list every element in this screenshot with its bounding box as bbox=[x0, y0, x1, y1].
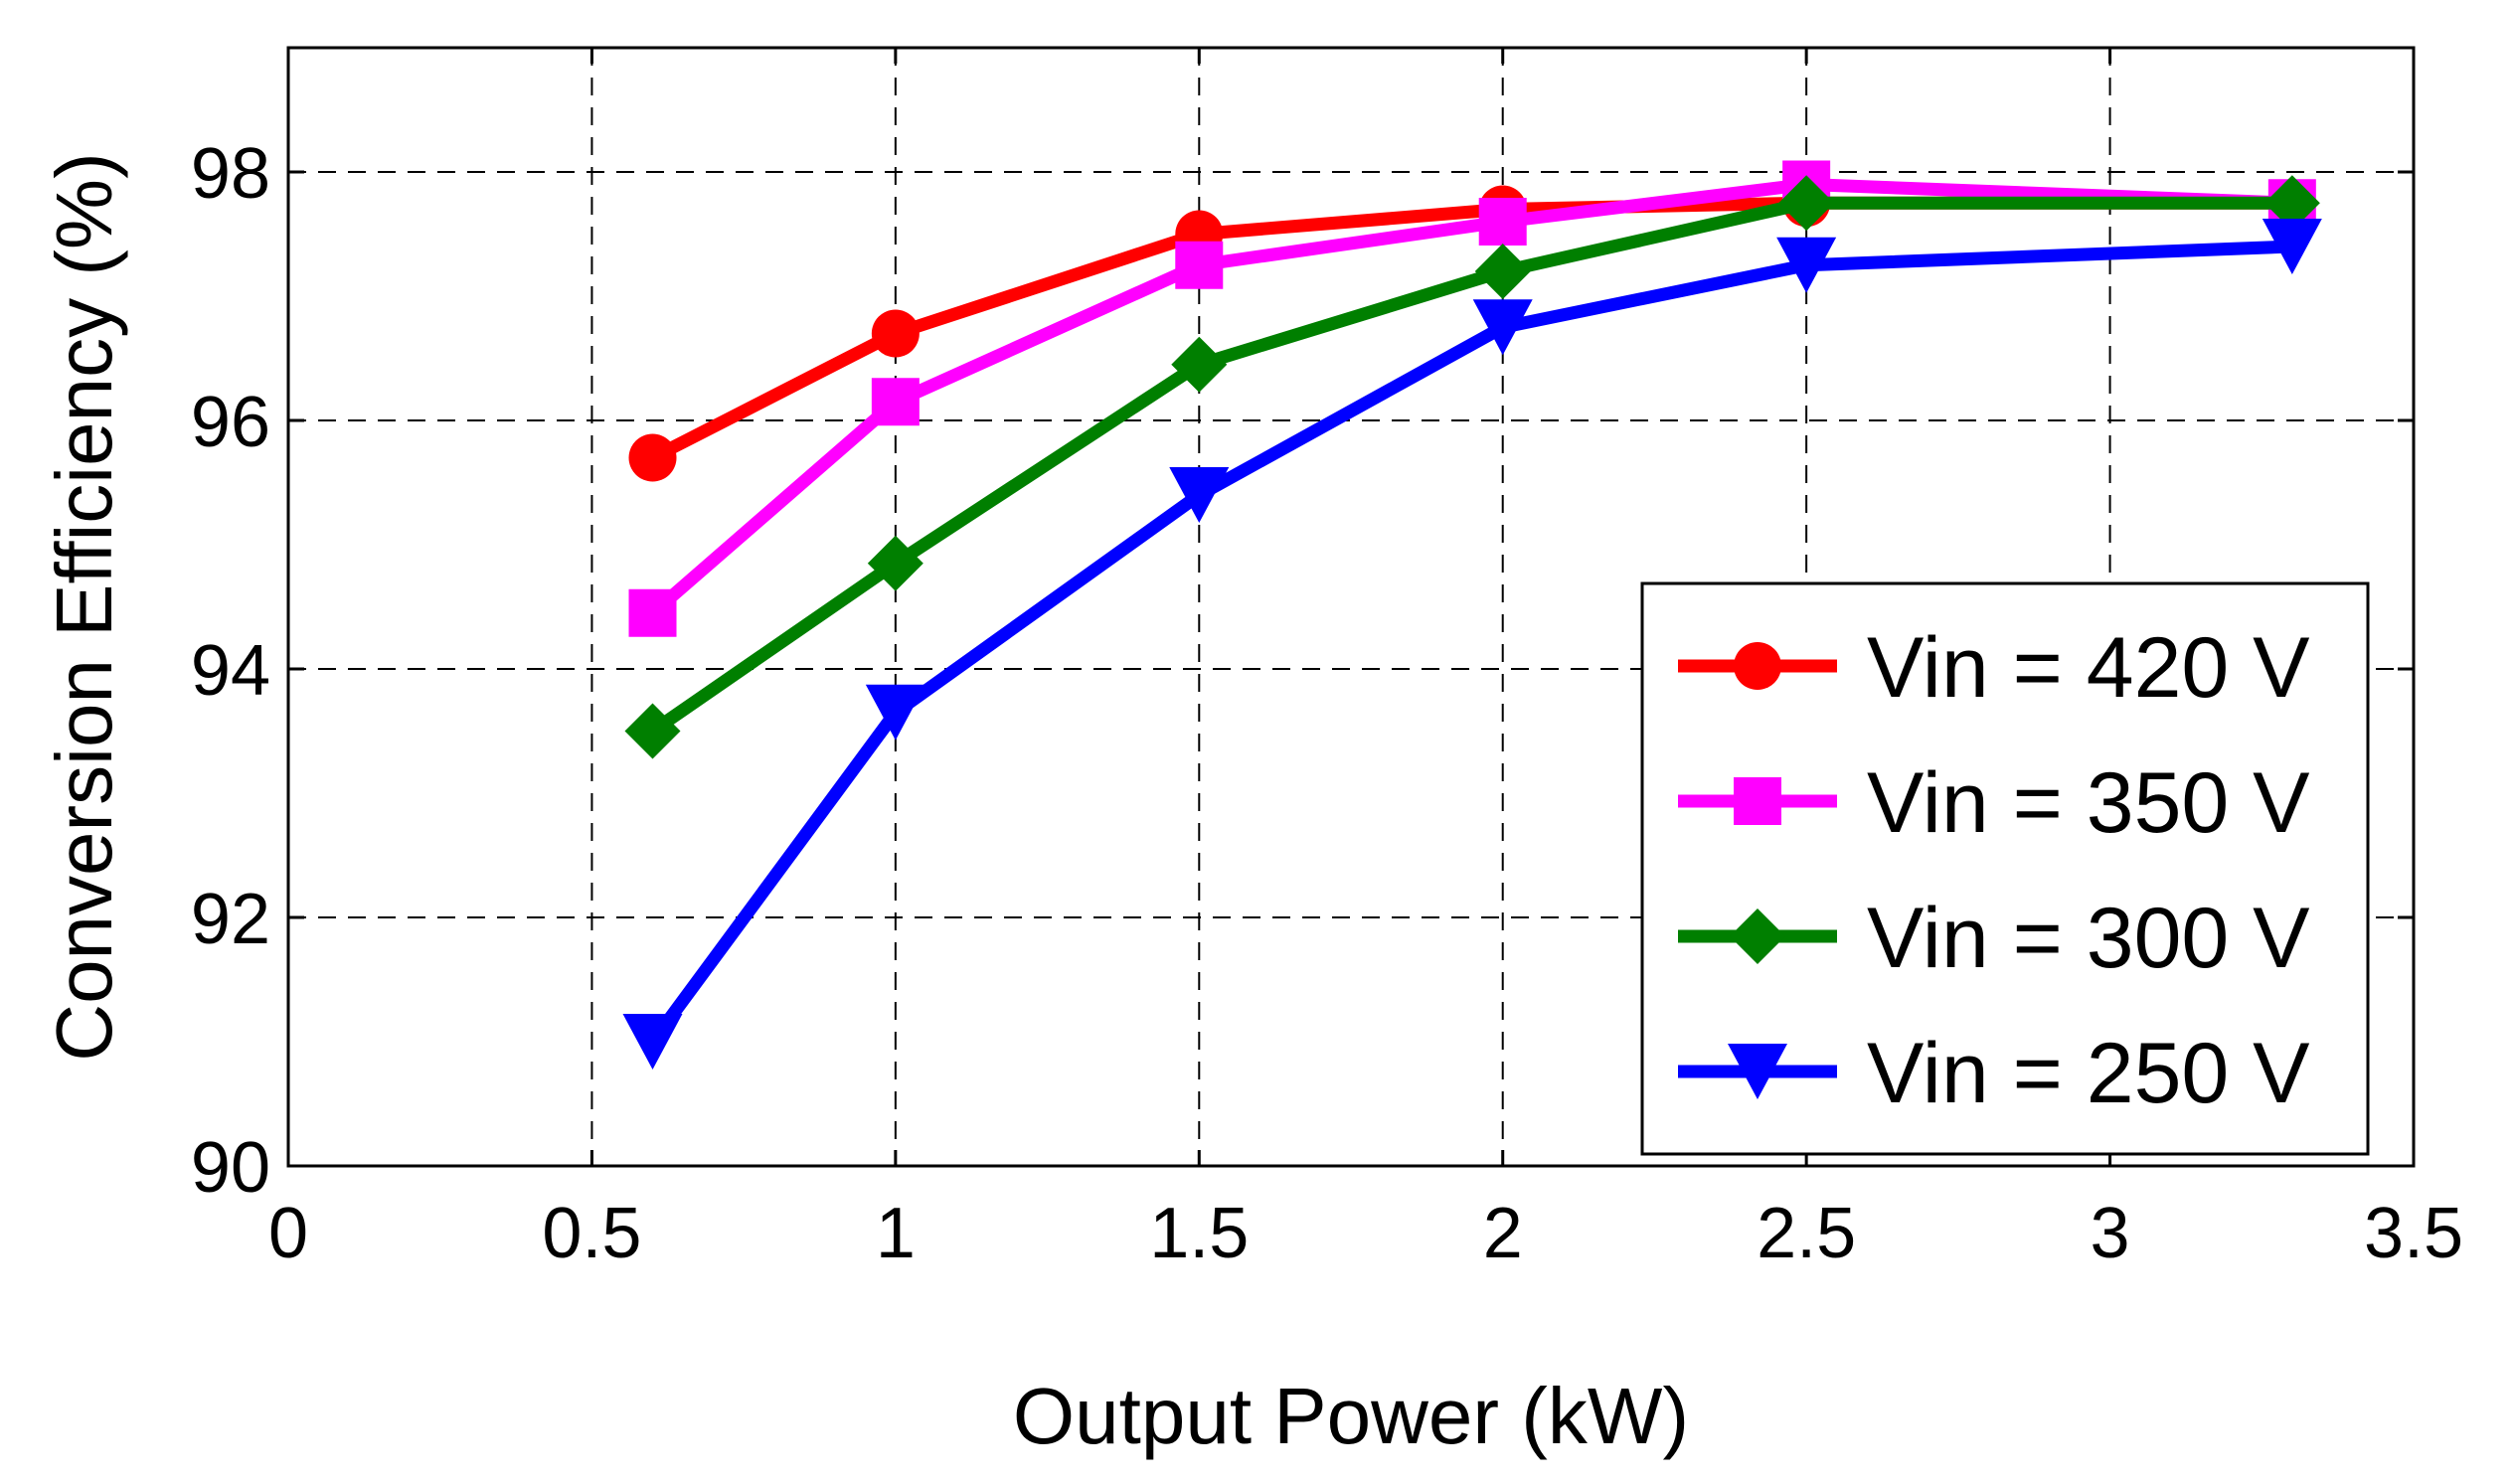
series-2 bbox=[624, 175, 2320, 759]
data-point-s3-0 bbox=[622, 1014, 683, 1070]
x-tick-label: 3 bbox=[2091, 1194, 2130, 1273]
series-line-1 bbox=[646, 178, 2299, 620]
data-point-s3-2 bbox=[1169, 467, 1230, 523]
legend-label: Vin = 350 V bbox=[1867, 755, 2310, 851]
legend: Vin = 420 V Vin = 350 V Vin = 300 V Vin = 2… bbox=[1640, 581, 2370, 1156]
x-tick-label: 2 bbox=[1483, 1194, 1523, 1273]
legend-item-2: Vin = 300 V bbox=[1678, 891, 2310, 986]
series-group bbox=[622, 160, 2322, 1070]
x-tick-label: 1.5 bbox=[1149, 1194, 1249, 1273]
legend-marker-1 bbox=[1734, 777, 1781, 825]
data-point-s2-0 bbox=[624, 703, 681, 759]
data-point-s3-5 bbox=[2262, 219, 2322, 274]
series-3 bbox=[622, 219, 2322, 1070]
legend-label: Vin = 300 V bbox=[1867, 891, 2310, 986]
y-tick-label: 96 bbox=[191, 383, 270, 462]
axis-ticks: 0 0.5 1 1.5 2 2.5 3 3.5 90 92 94 96 98 bbox=[191, 48, 2463, 1273]
data-point-s1-2 bbox=[1175, 241, 1224, 289]
x-tick-label: 0 bbox=[268, 1194, 308, 1273]
data-point-s0-0 bbox=[628, 433, 677, 482]
series-line-2 bbox=[646, 196, 2299, 738]
data-point-s2-3 bbox=[1474, 244, 1531, 299]
data-point-s2-4 bbox=[1778, 175, 1835, 232]
x-tick-label: 3.5 bbox=[2364, 1194, 2463, 1273]
data-point-s2-1 bbox=[867, 535, 923, 591]
data-point-s1-0 bbox=[628, 588, 677, 637]
x-tick-label: 1 bbox=[876, 1194, 916, 1273]
data-point-s2-5 bbox=[2264, 175, 2320, 232]
legend-marker-0 bbox=[1734, 642, 1781, 690]
series-line-3 bbox=[646, 240, 2299, 1049]
data-point-s2-2 bbox=[1171, 336, 1228, 393]
y-tick-label: 92 bbox=[191, 880, 270, 959]
y-tick-label: 90 bbox=[191, 1128, 270, 1208]
x-tick-label: 0.5 bbox=[542, 1194, 641, 1273]
legend-marker-2 bbox=[1730, 908, 1785, 964]
data-point-s3-1 bbox=[865, 684, 925, 741]
data-point-s1-1 bbox=[871, 378, 920, 426]
y-axis-label: Conversion Efficiency (%) bbox=[40, 152, 128, 1061]
data-point-s3-4 bbox=[1776, 237, 1837, 293]
data-point-s0-1 bbox=[871, 309, 920, 358]
legend-label: Vin = 250 V bbox=[1867, 1026, 2310, 1121]
legend-marker-3 bbox=[1728, 1044, 1787, 1099]
legend-item-1: Vin = 350 V bbox=[1678, 755, 2310, 851]
legend-item-0: Vin = 420 V bbox=[1678, 620, 2310, 716]
legend-label: Vin = 420 V bbox=[1867, 620, 2310, 716]
y-tick-label: 98 bbox=[191, 134, 270, 214]
plot-frame bbox=[286, 46, 2416, 1168]
y-tick-label: 94 bbox=[191, 631, 270, 711]
x-axis-label: Output Power (kW) bbox=[1013, 1372, 1689, 1460]
legend-items: Vin = 420 V Vin = 350 V Vin = 300 V Vin = 2… bbox=[1678, 620, 2310, 1121]
legend-item-3: Vin = 250 V bbox=[1678, 1026, 2310, 1121]
data-point-s1-3 bbox=[1478, 198, 1527, 246]
data-point-s3-3 bbox=[1472, 299, 1533, 356]
x-tick-label: 2.5 bbox=[1757, 1194, 1856, 1273]
